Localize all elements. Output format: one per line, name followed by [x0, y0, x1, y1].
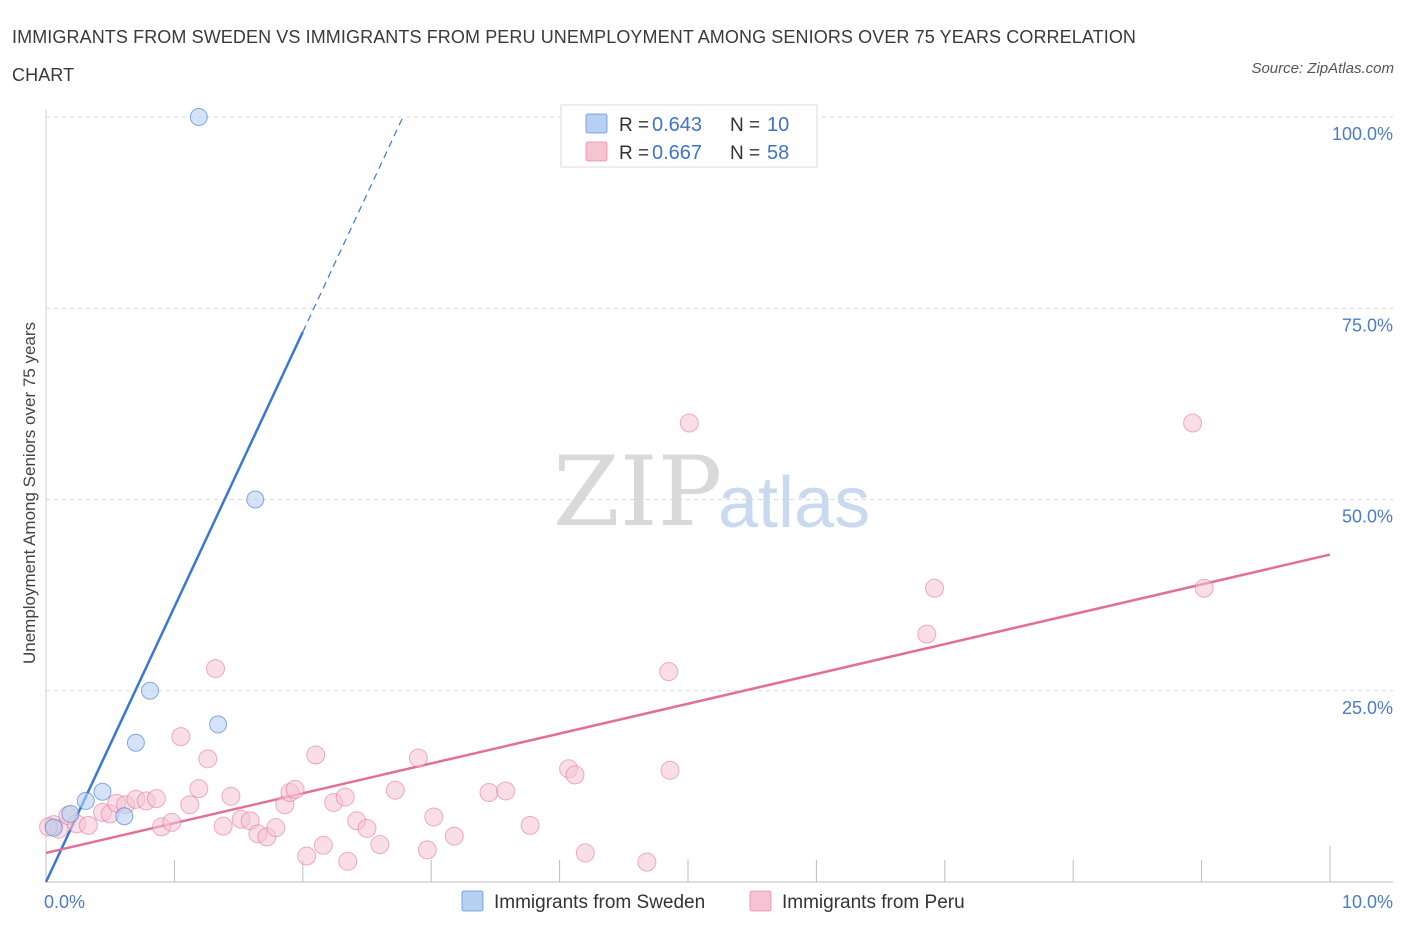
peru-point	[385, 780, 405, 800]
peru-point	[660, 760, 680, 780]
legend-n-value-sweden: 10	[767, 114, 789, 136]
legend-r-label-peru: R =	[619, 143, 649, 164]
sweden-point	[93, 782, 112, 801]
peru-point	[520, 815, 540, 835]
sweden-point	[126, 733, 145, 752]
sweden-point	[44, 818, 63, 837]
source-credit: Source: ZipAtlas.com	[1251, 60, 1394, 77]
x-tick-label-max: 10.0%	[1342, 892, 1393, 912]
legend-n-value-peru: 58	[767, 142, 789, 164]
legend-r-value-sweden: 0.643	[652, 114, 702, 136]
legend-n-label-sweden: N =	[730, 115, 760, 136]
gridlines	[46, 116, 1393, 692]
peru-point	[1183, 413, 1203, 433]
peru-point	[575, 843, 595, 863]
peru-point	[925, 578, 945, 598]
sweden-point	[189, 108, 208, 126]
sweden-point	[246, 490, 265, 509]
y-tick-label: 75.0%	[1342, 315, 1393, 335]
bottom-legend-label-sweden: Immigrants from Sweden	[494, 892, 705, 913]
legend-r-value-peru: 0.667	[652, 142, 702, 164]
chart-title: IMMIGRANTS FROM SWEDEN VS IMMIGRANTS FRO…	[12, 27, 1137, 85]
peru-point	[338, 851, 358, 871]
peru-point	[565, 765, 585, 785]
peru-point	[357, 818, 377, 838]
peru-point	[78, 815, 98, 835]
sweden-point	[76, 791, 95, 810]
legend-swatch-sweden	[585, 113, 608, 134]
peru-point	[297, 846, 317, 866]
peru-point	[171, 727, 191, 747]
peru-point	[424, 807, 444, 827]
sweden-point	[209, 715, 228, 734]
peru-trend-line	[45, 553, 1331, 855]
peru-point	[198, 749, 218, 769]
legend-r-label-sweden: R =	[619, 115, 649, 136]
peru-point	[444, 826, 464, 846]
watermark-atlas: atlas	[718, 463, 870, 543]
watermark-zip: ZIP	[553, 436, 722, 548]
bottom-legend-swatch-sweden	[461, 890, 484, 912]
peru-point	[285, 779, 305, 799]
bottom-legend-swatch-peru	[749, 890, 772, 912]
peru-point	[306, 745, 326, 765]
correlation-legend: R = 0.643 N = 10 R = 0.667 N = 58	[560, 104, 818, 168]
peru-point	[205, 659, 225, 679]
peru-point	[180, 795, 200, 815]
peru-point	[266, 818, 286, 838]
data-points	[39, 108, 1214, 872]
peru-point	[408, 748, 428, 768]
peru-point	[417, 840, 437, 860]
peru-point	[213, 816, 233, 836]
series-legend: Immigrants from Sweden Immigrants from P…	[461, 890, 965, 913]
peru-point	[917, 624, 937, 644]
y-tick-labels: 100.0% 75.0% 50.0% 25.0%	[1332, 124, 1393, 718]
peru-point	[162, 812, 182, 832]
peru-point	[1194, 578, 1214, 598]
sweden-trend-extension	[302, 116, 404, 333]
sweden-point	[141, 681, 160, 700]
peru-point	[221, 786, 241, 806]
peru-point	[370, 835, 390, 855]
y-tick-label: 25.0%	[1342, 698, 1393, 718]
peru-point	[496, 781, 516, 801]
peru-point	[146, 789, 166, 809]
peru-point	[659, 662, 679, 682]
peru-point	[637, 852, 657, 872]
trend-lines	[44, 116, 1331, 883]
y-axis-label: Unemployment Among Seniors over 75 years	[20, 322, 39, 664]
bottom-legend-label-peru: Immigrants from Peru	[782, 892, 965, 913]
peru-point	[479, 782, 499, 802]
x-tick-label-min: 0.0%	[44, 892, 85, 912]
sweden-point	[61, 804, 80, 823]
peru-point	[335, 787, 355, 807]
legend-n-label-peru: N =	[730, 143, 760, 164]
peru-point	[313, 835, 333, 855]
y-tick-label: 100.0%	[1332, 124, 1393, 144]
sweden-trend-line	[44, 331, 304, 883]
y-tick-label: 50.0%	[1342, 507, 1393, 527]
legend-swatch-peru	[585, 141, 608, 162]
sweden-point	[115, 807, 134, 826]
peru-point	[189, 779, 209, 799]
peru-point	[679, 413, 699, 433]
